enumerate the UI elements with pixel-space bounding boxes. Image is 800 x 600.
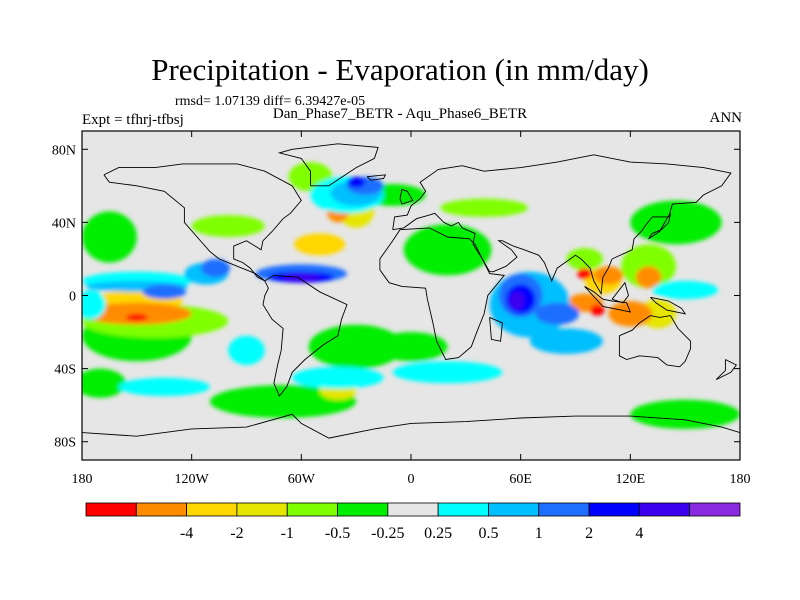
y-tick-label: 40S bbox=[54, 363, 76, 378]
field-region bbox=[630, 399, 740, 429]
colorbar-swatch bbox=[186, 502, 238, 517]
field-region bbox=[209, 385, 357, 418]
colorbar-swatch bbox=[488, 502, 540, 517]
coastline bbox=[611, 281, 629, 304]
x-tick-label: 60E bbox=[509, 472, 532, 487]
field-region bbox=[228, 335, 265, 365]
map-background bbox=[82, 131, 740, 460]
colorbar-swatch bbox=[538, 502, 590, 517]
field-region bbox=[577, 268, 592, 280]
coastline bbox=[618, 315, 692, 368]
colorbar-swatch bbox=[638, 502, 691, 517]
field-region bbox=[509, 291, 525, 311]
field-region bbox=[82, 211, 137, 263]
field-region bbox=[630, 200, 722, 245]
coastline bbox=[650, 296, 687, 315]
coastline bbox=[392, 154, 732, 296]
field-region bbox=[125, 313, 148, 322]
colorbar-label: 1 bbox=[535, 525, 543, 542]
coastline bbox=[489, 316, 503, 342]
experiment-label: Expt = tfhrj-tfbsj bbox=[82, 112, 184, 128]
field-region bbox=[529, 328, 603, 354]
y-tick-label: 80N bbox=[52, 143, 76, 158]
field-region bbox=[590, 304, 605, 316]
y-tick-label: 80S bbox=[54, 436, 76, 451]
coastline bbox=[103, 163, 302, 282]
field-region bbox=[621, 244, 677, 289]
field-region bbox=[652, 280, 719, 300]
y-tick-label: 40N bbox=[52, 216, 76, 231]
colorbar-label: -0.5 bbox=[325, 525, 350, 542]
x-tick-label: 0 bbox=[408, 472, 415, 487]
field-region bbox=[403, 224, 492, 276]
coastline bbox=[82, 413, 740, 439]
field-region bbox=[191, 215, 265, 238]
colorbar-label: -2 bbox=[230, 525, 243, 542]
colorbar-label: -1 bbox=[281, 525, 294, 542]
y-tick-label: 0 bbox=[69, 290, 76, 305]
field-region bbox=[292, 366, 384, 389]
field-region bbox=[608, 300, 653, 327]
colorbar-swatch bbox=[387, 502, 439, 517]
colorbar-label: -4 bbox=[180, 525, 193, 542]
x-tick-label: 120E bbox=[616, 472, 646, 487]
field-region bbox=[294, 233, 346, 256]
colorbar-swatch bbox=[437, 502, 489, 517]
precipitation-field bbox=[82, 162, 740, 429]
colorbar-swatch bbox=[337, 502, 389, 517]
coastline bbox=[399, 188, 414, 205]
field-region bbox=[392, 361, 503, 384]
field-region bbox=[347, 176, 366, 188]
x-tick-label: 60W bbox=[288, 472, 316, 487]
colorbar-swatch bbox=[588, 502, 640, 517]
colorbar-swatch bbox=[236, 502, 288, 517]
field-region bbox=[440, 198, 528, 217]
coastline bbox=[366, 174, 387, 181]
stats-text: rmsd= 1.07139 diff= 6.39427e-05 bbox=[175, 94, 366, 109]
field-region bbox=[283, 273, 320, 281]
field-region bbox=[566, 247, 603, 270]
colorbar-label: 2 bbox=[585, 525, 593, 542]
axis-ticks: 180 120W 60W 0 60E 120E 180 80N 40N 0 40S 80S bbox=[52, 131, 751, 487]
field-region bbox=[82, 290, 106, 320]
colorbar-swatch bbox=[286, 502, 338, 517]
coastline bbox=[277, 143, 379, 187]
colorbar-swatch bbox=[689, 502, 741, 517]
field-region bbox=[639, 299, 677, 329]
field-region bbox=[142, 284, 187, 300]
field-region bbox=[535, 302, 580, 325]
colorbar-label: -0.25 bbox=[371, 525, 404, 542]
coastline bbox=[379, 227, 506, 360]
colorbar-swatch bbox=[135, 502, 188, 517]
field-region bbox=[374, 332, 448, 362]
field-region bbox=[593, 266, 624, 285]
x-tick-label: 180 bbox=[730, 472, 751, 487]
chart-subtitle: Dan_Phase7_BETR - Aqu_Phase6_BETR bbox=[272, 106, 528, 122]
colorbar-label: 0.5 bbox=[478, 525, 498, 542]
season-label: ANN bbox=[709, 110, 743, 126]
field-region bbox=[118, 377, 210, 397]
coastline bbox=[648, 213, 671, 240]
coastline bbox=[262, 274, 348, 397]
x-tick-label: 120W bbox=[175, 472, 210, 487]
colorbar: -4 -2 -1 -0.5 -0.25 0.25 0.5 1 2 4 bbox=[85, 502, 741, 542]
coastlines bbox=[82, 143, 740, 439]
coastline bbox=[584, 286, 632, 313]
field-region bbox=[308, 324, 404, 369]
colorbar-swatch bbox=[85, 502, 137, 517]
field-region bbox=[635, 266, 662, 289]
colorbar-label: 0.25 bbox=[424, 525, 452, 542]
colorbar-label: 4 bbox=[635, 525, 643, 542]
field-region bbox=[200, 258, 231, 278]
x-tick-label: 180 bbox=[72, 472, 93, 487]
chart-title: Precipitation - Evaporation (in mm/day) bbox=[151, 52, 649, 87]
coastline bbox=[715, 359, 737, 381]
field-region bbox=[82, 368, 126, 398]
